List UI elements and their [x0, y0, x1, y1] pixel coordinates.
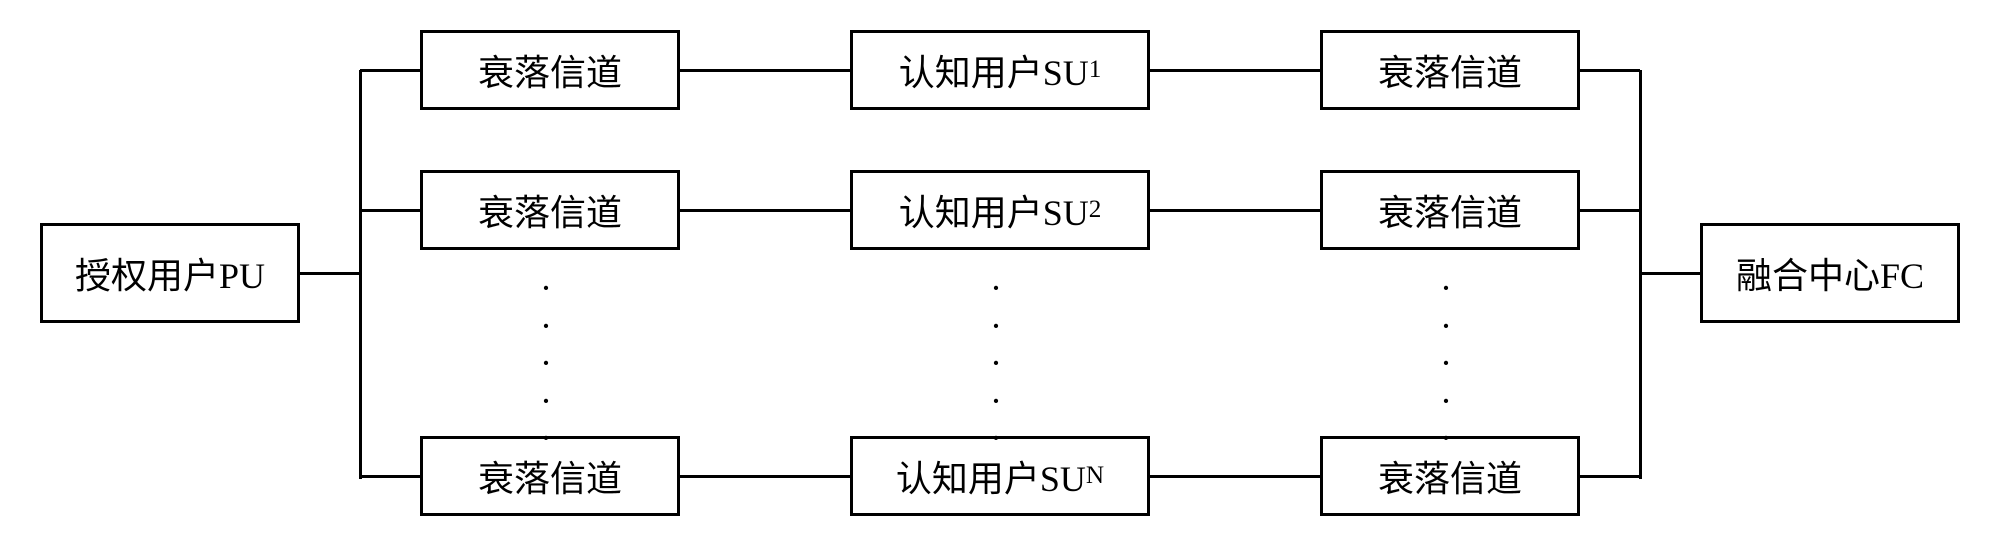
connector-h: [680, 475, 850, 478]
connector-h: [1580, 209, 1640, 212]
ellipsis-dot: ·: [1440, 383, 1452, 419]
connector-h: [300, 272, 360, 275]
connector-h: [1150, 475, 1320, 478]
connector-h: [360, 209, 420, 212]
ellipsis-dot: ·: [540, 270, 552, 306]
node-su_1: 认知用户SU1: [850, 30, 1150, 110]
node-pu: 授权用户PU: [40, 223, 300, 323]
ellipsis-dot: ·: [990, 270, 1002, 306]
ellipsis-dot: ·: [540, 308, 552, 344]
ellipsis-dot: ·: [540, 420, 552, 456]
ellipsis-dot: ·: [990, 345, 1002, 381]
connector-h: [360, 69, 420, 72]
connector-h: [1150, 69, 1320, 72]
connector-h: [1150, 209, 1320, 212]
node-ch_l_1: 衰落信道: [420, 30, 680, 110]
connector-v: [359, 70, 362, 479]
ellipsis-dot: ·: [1440, 345, 1452, 381]
node-ch_r_1: 衰落信道: [1320, 30, 1580, 110]
ellipsis-dot: ·: [540, 345, 552, 381]
ellipsis-dot: ·: [1440, 270, 1452, 306]
ellipsis-dot: ·: [540, 383, 552, 419]
connector-h: [1580, 69, 1640, 72]
ellipsis-dot: ·: [990, 308, 1002, 344]
ellipsis-dot: ·: [990, 420, 1002, 456]
diagram-canvas: 授权用户PU融合中心FC衰落信道衰落信道衰落信道认知用户SU1认知用户SU2认知…: [0, 0, 2000, 546]
connector-h: [1640, 272, 1700, 275]
connector-h: [680, 209, 850, 212]
node-ch_l_2: 衰落信道: [420, 170, 680, 250]
connector-h: [680, 69, 850, 72]
node-fc: 融合中心FC: [1700, 223, 1960, 323]
ellipsis-dot: ·: [990, 383, 1002, 419]
connector-v: [1639, 70, 1642, 479]
connector-h: [360, 475, 420, 478]
node-ch_r_2: 衰落信道: [1320, 170, 1580, 250]
ellipsis-dot: ·: [1440, 308, 1452, 344]
node-su_2: 认知用户SU2: [850, 170, 1150, 250]
ellipsis-dot: ·: [1440, 420, 1452, 456]
connector-h: [1580, 475, 1640, 478]
